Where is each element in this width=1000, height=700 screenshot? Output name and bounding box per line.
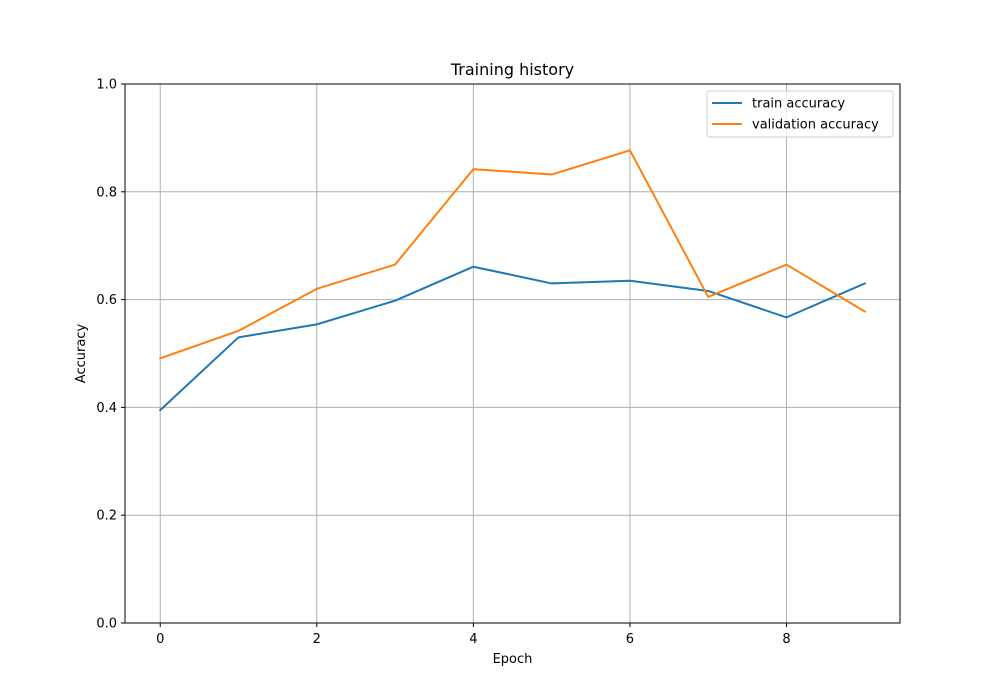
y-tick-label: 1.0 xyxy=(96,78,117,93)
legend-label-train: train accuracy xyxy=(752,97,845,112)
y-tick-label: 0.0 xyxy=(96,617,117,632)
x-tick-label: 4 xyxy=(469,632,477,647)
chart-title: Training history xyxy=(450,60,574,79)
legend: train accuracy validation accuracy xyxy=(706,90,894,138)
x-tick-label: 8 xyxy=(782,632,790,647)
x-tick-label: 6 xyxy=(626,632,634,647)
legend-box xyxy=(706,90,894,138)
series-layer xyxy=(158,149,867,412)
x-tick-label: 0 xyxy=(156,632,164,647)
series-line-validation-accuracy xyxy=(158,149,867,360)
y-tick-label: 0.2 xyxy=(96,509,117,524)
y-axis-label: Accuracy xyxy=(74,324,89,384)
legend-label-validation: validation accuracy xyxy=(752,118,879,133)
tick-layer: 0 2 4 6 8 0.0 0.2 0.4 0.6 0.8 1.0 xyxy=(96,78,790,648)
series-line-train-accuracy xyxy=(158,265,867,412)
y-tick-label: 0.4 xyxy=(96,401,117,416)
y-tick-label: 0.6 xyxy=(96,293,117,308)
x-axis-label: Epoch xyxy=(493,652,533,667)
plot-frame xyxy=(124,83,901,624)
y-tick-label: 0.8 xyxy=(96,185,117,200)
x-tick-label: 2 xyxy=(313,632,321,647)
